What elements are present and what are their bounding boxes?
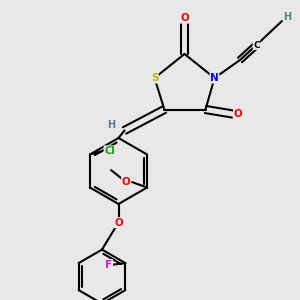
Text: O: O [122,177,130,187]
Text: H: H [283,11,292,22]
Text: S: S [151,73,158,83]
Text: O: O [180,13,189,23]
Text: Cl: Cl [104,146,115,156]
Text: N: N [210,73,219,83]
Text: O: O [114,218,123,228]
Text: F: F [105,260,112,270]
Text: C: C [253,40,260,50]
Text: H: H [107,120,115,130]
Text: O: O [233,109,242,119]
